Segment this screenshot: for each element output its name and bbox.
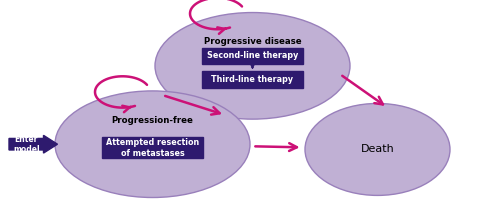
- Text: Death: Death: [360, 144, 394, 154]
- Text: Progressive disease: Progressive disease: [204, 37, 302, 46]
- Text: Attempted resection
of metastases: Attempted resection of metastases: [106, 138, 199, 158]
- Ellipse shape: [305, 103, 450, 195]
- Ellipse shape: [155, 13, 350, 119]
- FancyBboxPatch shape: [202, 48, 302, 64]
- Text: Third-line therapy: Third-line therapy: [212, 75, 294, 84]
- FancyArrow shape: [9, 135, 58, 153]
- FancyBboxPatch shape: [102, 137, 203, 158]
- FancyBboxPatch shape: [202, 71, 302, 88]
- Text: Second-line therapy: Second-line therapy: [207, 51, 298, 60]
- Text: Enter
model: Enter model: [13, 135, 40, 154]
- Ellipse shape: [55, 91, 250, 198]
- Text: Progression-free: Progression-free: [112, 116, 194, 125]
